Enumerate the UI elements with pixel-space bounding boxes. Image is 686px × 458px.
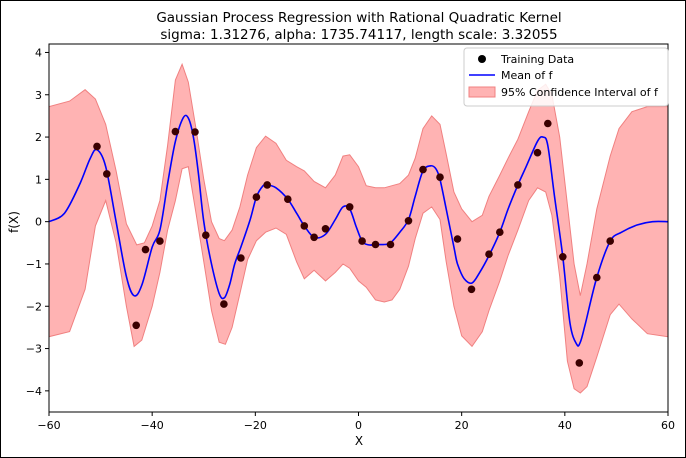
legend-mean-label: Mean of f (501, 69, 554, 82)
y-tick-label: −1 (26, 258, 42, 271)
training-point (514, 181, 522, 189)
training-point (202, 231, 210, 239)
training-point (606, 237, 614, 245)
training-point (404, 217, 413, 225)
training-point (467, 285, 476, 294)
training-point (310, 233, 318, 242)
x-tick-label: 0 (355, 419, 362, 432)
training-point (453, 235, 462, 243)
training-point (156, 237, 164, 245)
training-point (386, 240, 395, 249)
y-tick-label: 3 (35, 89, 42, 102)
training-point (544, 119, 552, 128)
training-point (284, 195, 292, 203)
training-point (533, 148, 542, 157)
training-point (171, 127, 180, 136)
training-point (237, 254, 245, 262)
training-point (93, 142, 101, 151)
x-axis-label: X (355, 434, 363, 448)
training-point (575, 359, 584, 367)
legend-ci-swatch (468, 86, 496, 98)
training-point (371, 240, 380, 249)
training-point (496, 228, 504, 236)
y-tick-label: −2 (26, 300, 42, 313)
training-point (220, 300, 228, 308)
x-tick-label: 20 (455, 419, 469, 432)
training-point (321, 225, 330, 233)
plot-area: −60 −40 −20 0 20 40 60 −4 −3 −2 −1 0 1 2 3 4 (26, 43, 675, 432)
training-point (132, 321, 140, 330)
training-point (345, 203, 354, 211)
training-point (436, 173, 444, 181)
training-point (559, 252, 567, 261)
y-tick-label: 4 (35, 46, 42, 59)
training-point (419, 165, 427, 174)
mean-line (49, 114, 668, 347)
training-point (300, 222, 309, 230)
y-tick-label: 2 (35, 131, 42, 144)
x-tick-label: −20 (244, 419, 267, 432)
y-tick-label: −4 (26, 385, 42, 398)
training-point (103, 170, 111, 178)
training-point (191, 128, 199, 136)
training-point (252, 193, 261, 201)
training-point (485, 250, 493, 258)
x-tick-label: −40 (141, 419, 164, 432)
confidence-band (49, 62, 668, 394)
x-tick-label: 60 (661, 419, 675, 432)
x-tick-label: 40 (558, 419, 572, 432)
training-point (358, 237, 366, 245)
y-axis-label: f(X) (7, 211, 21, 233)
legend-training-marker (478, 55, 486, 63)
chart-subtitle: sigma: 1.31276, alpha: 1735.74117, lengt… (160, 27, 557, 43)
legend-box (463, 47, 669, 107)
legend-ci-label: 95% Confidence Interval of f (501, 86, 659, 99)
plot-series-group (49, 62, 668, 394)
training-point (593, 273, 601, 282)
y-tick-label: −3 (26, 343, 42, 356)
training-point (263, 181, 272, 189)
y-tick-label: 1 (35, 173, 42, 186)
legend-training-label: Training Data (500, 53, 574, 66)
x-tick-label: −60 (37, 419, 60, 432)
legend: Training Data Mean of f 95% Confidence I… (463, 47, 669, 107)
y-tick-label: 0 (35, 216, 42, 229)
chart-title: Gaussian Process Regression with Rationa… (156, 10, 561, 26)
training-point (141, 245, 150, 254)
